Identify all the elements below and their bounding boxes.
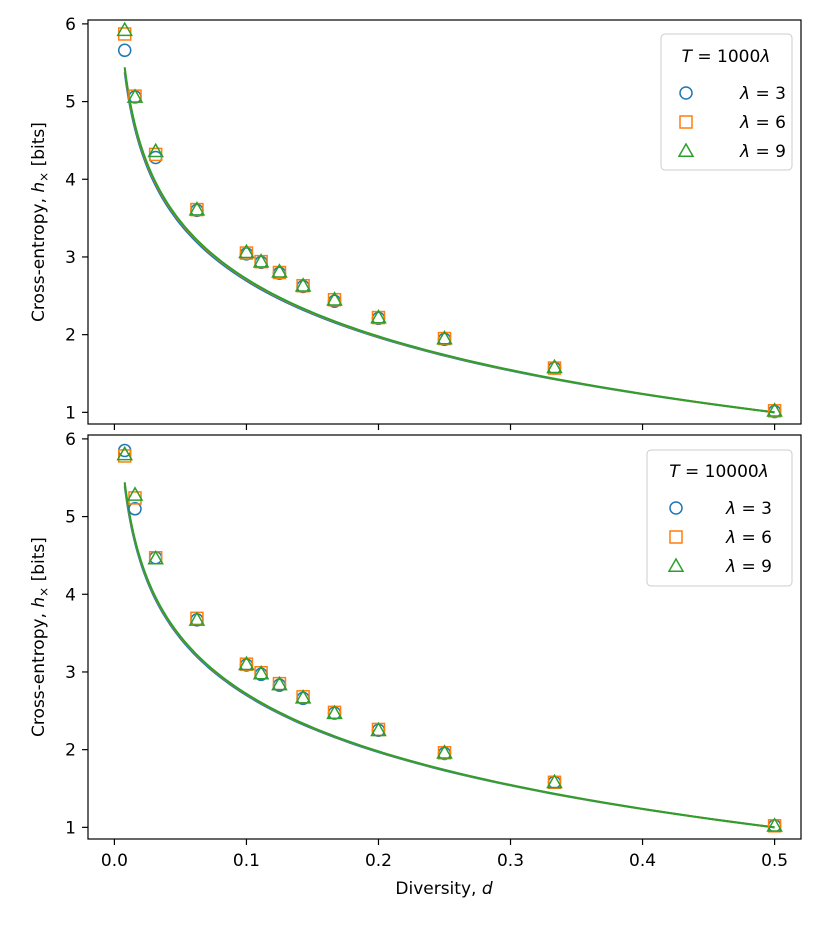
top-point-s1-4 bbox=[239, 246, 254, 260]
top-legend-label-1: λ = 6 bbox=[739, 113, 786, 133]
bottom-point-s2-3 bbox=[188, 611, 206, 626]
top-legend-marker-0 bbox=[679, 86, 693, 100]
bottom-x-ticks: 0.0 0.1 0.2 0.3 0.4 0.5 bbox=[101, 839, 788, 871]
bottom-x-tick-label-0.2: 0.2 bbox=[365, 851, 392, 871]
bottom-point-s2-0 bbox=[116, 445, 133, 461]
top-fit-curves bbox=[123, 67, 775, 414]
top-point-s2-4 bbox=[238, 243, 255, 259]
top-point-s2-8 bbox=[326, 291, 343, 306]
bottom-plot-frame bbox=[87, 434, 802, 840]
bottom-point-s2-10 bbox=[436, 744, 453, 759]
top-point-s2-2 bbox=[147, 142, 164, 158]
bottom-point-s2-11 bbox=[546, 773, 563, 789]
top-y-tick-label-4: 4 bbox=[65, 170, 76, 190]
bottom-x-tick-label-0.4: 0.4 bbox=[629, 851, 656, 871]
top-point-s2-7 bbox=[294, 277, 312, 292]
bottom-point-s2-6 bbox=[271, 675, 288, 691]
top-fit-curve-2 bbox=[123, 67, 775, 414]
bottom-point-s2-5 bbox=[252, 665, 270, 680]
top-point-s2-12 bbox=[766, 402, 783, 417]
bottom-y-tick-label-3: 3 bbox=[65, 663, 76, 683]
bottom-y-axis-label: Cross-entropy, h× [bits] bbox=[29, 537, 51, 737]
bottom-x-tick-label-0.5: 0.5 bbox=[761, 851, 788, 871]
top-y-tick-label-5: 5 bbox=[65, 93, 76, 113]
bottom-legend-label-2: λ = 9 bbox=[725, 557, 772, 577]
top-point-s2-6 bbox=[271, 263, 288, 278]
top-y-ticks: 1 2 3 4 5 6 bbox=[65, 15, 88, 423]
top-legend-label-0: λ = 3 bbox=[739, 84, 786, 104]
bottom-point-s2-2 bbox=[147, 550, 164, 565]
top-legend: T = 1000λ λ = 3 λ = 6 λ = 9 bbox=[660, 33, 793, 171]
bottom-legend-box bbox=[646, 449, 793, 587]
top-point-s2-11 bbox=[546, 358, 563, 374]
bottom-point-s2-7 bbox=[294, 689, 312, 704]
top-legend-marker-1 bbox=[679, 115, 693, 129]
bottom-point-s1-0 bbox=[117, 449, 132, 463]
top-y-tick-label-6: 6 bbox=[65, 15, 76, 35]
top-x-ticks bbox=[113, 424, 776, 430]
top-point-s2-5 bbox=[252, 253, 270, 268]
top-legend-title: T = 1000λ bbox=[682, 47, 771, 67]
bottom-point-s2-8 bbox=[326, 704, 343, 720]
top-panel: 1 2 3 4 5 6 Cross-entropy, h× [bits] T = 1000… bbox=[29, 15, 802, 430]
top-y-axis-label: Cross-entropy, h× [bits] bbox=[29, 122, 51, 322]
bottom-point-s0-1 bbox=[128, 502, 142, 516]
bottom-legend-marker-0 bbox=[669, 501, 683, 515]
bottom-legend-title: T = 10000λ bbox=[669, 462, 769, 482]
top-point-s2-9 bbox=[370, 309, 387, 324]
bottom-y-tick-label-5: 5 bbox=[65, 508, 76, 528]
top-point-s2-3 bbox=[188, 201, 206, 216]
bottom-markers bbox=[116, 443, 783, 833]
top-y-tick-label-1: 1 bbox=[65, 403, 76, 423]
bottom-fit-curve-2 bbox=[123, 482, 775, 829]
bottom-x-tick-label-0: 0.0 bbox=[101, 851, 128, 871]
bottom-x-tick-label-0.3: 0.3 bbox=[497, 851, 524, 871]
bottom-fit-curves bbox=[123, 482, 775, 829]
top-legend-label-2: λ = 9 bbox=[739, 142, 786, 162]
top-point-s1-6 bbox=[272, 265, 287, 280]
bottom-legend-marker-1 bbox=[669, 530, 683, 544]
bottom-y-tick-label-1: 1 bbox=[65, 818, 76, 838]
bottom-legend: T = 10000λ λ = 3 λ = 6 λ = 9 bbox=[646, 449, 793, 587]
bottom-y-tick-label-6: 6 bbox=[65, 430, 76, 450]
top-point-s1-11 bbox=[547, 361, 562, 375]
top-plot-frame bbox=[87, 19, 802, 425]
bottom-panel: 1 2 3 4 5 6 0.0 0.1 0.2 0.3 0.4 0.5 Cross-entropy,… bbox=[29, 430, 802, 899]
bottom-point-s2-9 bbox=[370, 721, 387, 737]
top-point-s0-2 bbox=[148, 150, 163, 165]
top-point-s2-10 bbox=[436, 330, 453, 345]
top-point-s0-0 bbox=[117, 43, 132, 58]
top-point-s2-1 bbox=[126, 88, 144, 103]
bottom-point-s2-4 bbox=[238, 655, 255, 671]
bottom-y-tick-label-2: 2 bbox=[65, 741, 76, 761]
top-y-tick-label-2: 2 bbox=[65, 326, 76, 346]
bottom-y-tick-label-4: 4 bbox=[65, 585, 76, 605]
bottom-point-s2-1 bbox=[126, 486, 144, 501]
bottom-y-ticks: 1 2 3 4 5 6 bbox=[65, 430, 88, 838]
top-y-tick-label-3: 3 bbox=[65, 248, 76, 268]
top-legend-marker-2 bbox=[677, 142, 695, 157]
bottom-legend-label-0: λ = 3 bbox=[725, 499, 772, 519]
bottom-point-s2-12 bbox=[766, 817, 783, 832]
bottom-x-tick-label-0.1: 0.1 bbox=[233, 851, 260, 871]
top-point-s2-0 bbox=[116, 21, 133, 37]
x-axis-label: Diversity, d bbox=[395, 879, 492, 899]
bottom-legend-marker-2 bbox=[667, 557, 685, 572]
top-markers bbox=[116, 21, 783, 419]
bottom-legend-label-1: λ = 6 bbox=[725, 528, 772, 548]
top-legend-box bbox=[660, 33, 793, 171]
